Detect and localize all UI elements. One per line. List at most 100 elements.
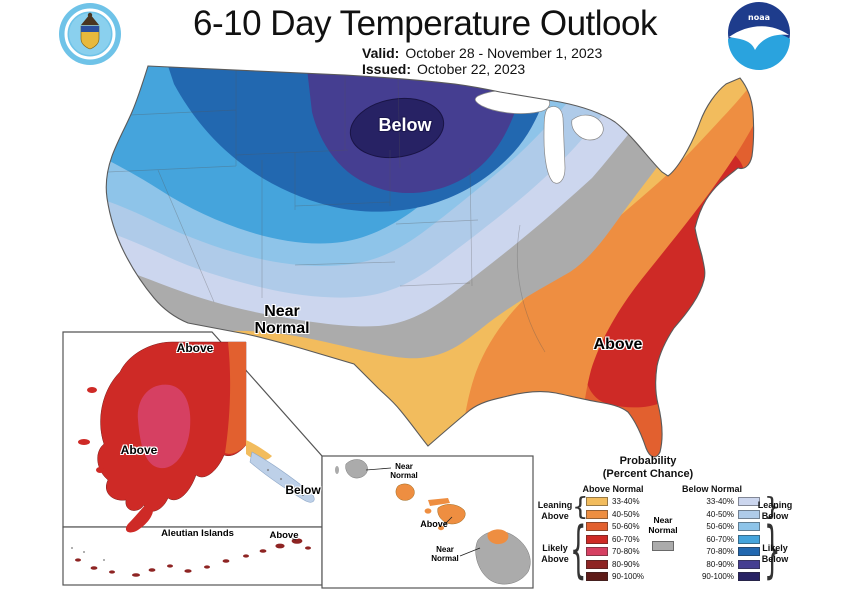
aleutian-islands-title: Aleutian Islands	[161, 528, 234, 539]
alaska-peninsula	[125, 500, 154, 533]
legend-swatch-below	[738, 509, 760, 519]
noaa-logo-text: noaa	[748, 13, 770, 22]
legend-swatch-below	[738, 522, 760, 531]
alaska-southwest-blob	[137, 384, 191, 469]
legend-row-above: 60-70%	[586, 534, 644, 544]
legend-range-label: 80-90%	[612, 559, 640, 569]
brace-likely-below: }	[764, 516, 781, 587]
legend-row-above: 40-50%	[586, 509, 644, 519]
legend-range-label: 50-60%	[612, 522, 640, 531]
legend-subtitle: (Percent Chance)	[602, 468, 694, 480]
legend-swatch-below	[738, 497, 760, 506]
lake-huron	[571, 114, 604, 141]
legend-below-column: 33-40% 40-50% 50-60% 60-70% 70-80% 80-90% 90-1…	[700, 497, 760, 585]
legend-range-label: 70-80%	[706, 547, 734, 556]
legend-row-below: 33-40%	[700, 497, 760, 506]
valid-value: October 28 - November 1, 2023	[405, 45, 603, 61]
hawaii-pointers	[365, 467, 481, 557]
legend-swatch-below	[738, 559, 760, 569]
legend-swatch-below	[738, 534, 760, 544]
hawaii-kauai-label: Near Normal	[390, 462, 418, 481]
alaska-east-stripe	[225, 342, 246, 454]
legend-near-normal-label: Near Normal	[648, 515, 678, 535]
legend-range-label: 90-100%	[701, 572, 734, 581]
legend-likely-below: Likely Below	[761, 543, 789, 564]
legend-row-above: 90-100%	[586, 572, 644, 581]
legend-swatch-above	[586, 509, 608, 519]
hawaii-big-island-label: Near Normal	[431, 545, 459, 564]
issued-label: Issued:	[362, 61, 412, 77]
legend-row-below: 40-50%	[700, 509, 760, 519]
kahoolawe	[438, 525, 444, 531]
niihau	[335, 466, 339, 474]
legend-row-below: 60-70%	[700, 534, 760, 544]
legend-above-normal-header: Above Normal	[582, 484, 644, 494]
page-title: 6-10 Day Temperature Outlook	[193, 4, 657, 43]
band-below-90-100	[349, 97, 445, 159]
state-lines	[107, 70, 546, 353]
brace-leaning-below: }	[764, 493, 781, 522]
legend-above-column: 33-40% 40-50% 50-60% 60-70% 70-80% 80-90% 90-1…	[586, 497, 644, 585]
valid-label: Valid:	[362, 45, 400, 61]
legend-range-label: 40-50%	[706, 509, 734, 519]
aleutian-above-pointer	[287, 536, 297, 541]
aleutian-above-label: Above	[269, 530, 299, 541]
alaska-above-southwest-label: Above	[120, 443, 158, 457]
alaska-below-label: Below	[285, 483, 321, 497]
legend-swatch-below	[738, 547, 760, 556]
panhandle-speckles	[266, 468, 305, 497]
legend-title: Probability	[619, 455, 677, 467]
aleutian-gray-specks	[71, 547, 105, 561]
legend-range-label: 80-90%	[706, 559, 734, 569]
legend-row-above: 50-60%	[586, 522, 644, 531]
legend-range-label: 60-70%	[706, 534, 734, 544]
hawaii-inset	[321, 455, 534, 589]
valid-line: Valid: October 28 - November 1, 2023	[362, 45, 602, 61]
issued-value: October 22, 2023	[417, 61, 526, 77]
aleutian-panel	[62, 526, 323, 586]
alaska-panhandle	[249, 451, 315, 503]
legend-near-normal-swatch	[652, 541, 674, 551]
legend-range-label: 40-50%	[612, 509, 640, 519]
legend-row-below: 50-60%	[700, 522, 760, 531]
issued-line: Issued: October 22, 2023	[362, 61, 602, 77]
molokai	[428, 498, 450, 506]
legend-row-below: 90-100%	[700, 572, 760, 581]
legend-below-normal-header: Below Normal	[681, 484, 742, 494]
legend-leaning-below: Leaning Below	[757, 500, 793, 521]
legend-swatch-below	[738, 572, 760, 581]
oahu	[395, 483, 415, 501]
legend-swatch-above	[586, 572, 608, 581]
legend-row-below: 70-80%	[700, 547, 760, 556]
commerce-seal	[59, 3, 121, 65]
noaa-bird-icon	[729, 26, 789, 50]
alaska-west-islands	[78, 387, 104, 473]
hawaii-above-label: Above	[420, 519, 448, 529]
conus-near-normal-label: Near Normal	[254, 303, 310, 337]
maui	[437, 504, 466, 525]
big-island-orange-tip	[487, 529, 509, 545]
alaska-above-north-label: Above	[176, 341, 214, 355]
legend-row-below: 80-90%	[700, 559, 760, 569]
legend-row-above: 70-80%	[586, 547, 644, 556]
legend-range-label: 33-40%	[612, 497, 640, 506]
legend-likely-above: Likely Above	[541, 543, 569, 564]
brace-likely-above: {	[570, 516, 587, 587]
conus-below-label: Below	[378, 115, 432, 135]
legend-swatch-above	[586, 559, 608, 569]
valid-issued-block: Valid: October 28 - November 1, 2023 Issu…	[362, 45, 602, 77]
legend-swatch-above	[586, 497, 608, 506]
legend-row-above: 33-40%	[586, 497, 644, 506]
brace-leaning-above: {	[572, 493, 589, 522]
legend-range-label: 60-70%	[612, 534, 640, 544]
lake-michigan	[543, 106, 566, 184]
noaa-logo: noaa	[728, 2, 790, 70]
legend-swatch-above	[586, 547, 608, 556]
legend-row-above: 80-90%	[586, 559, 644, 569]
legend-range-label: 70-80%	[612, 547, 640, 556]
lake-ontario	[653, 124, 694, 141]
lanai	[424, 508, 432, 514]
conus-above-label: Above	[593, 336, 643, 353]
